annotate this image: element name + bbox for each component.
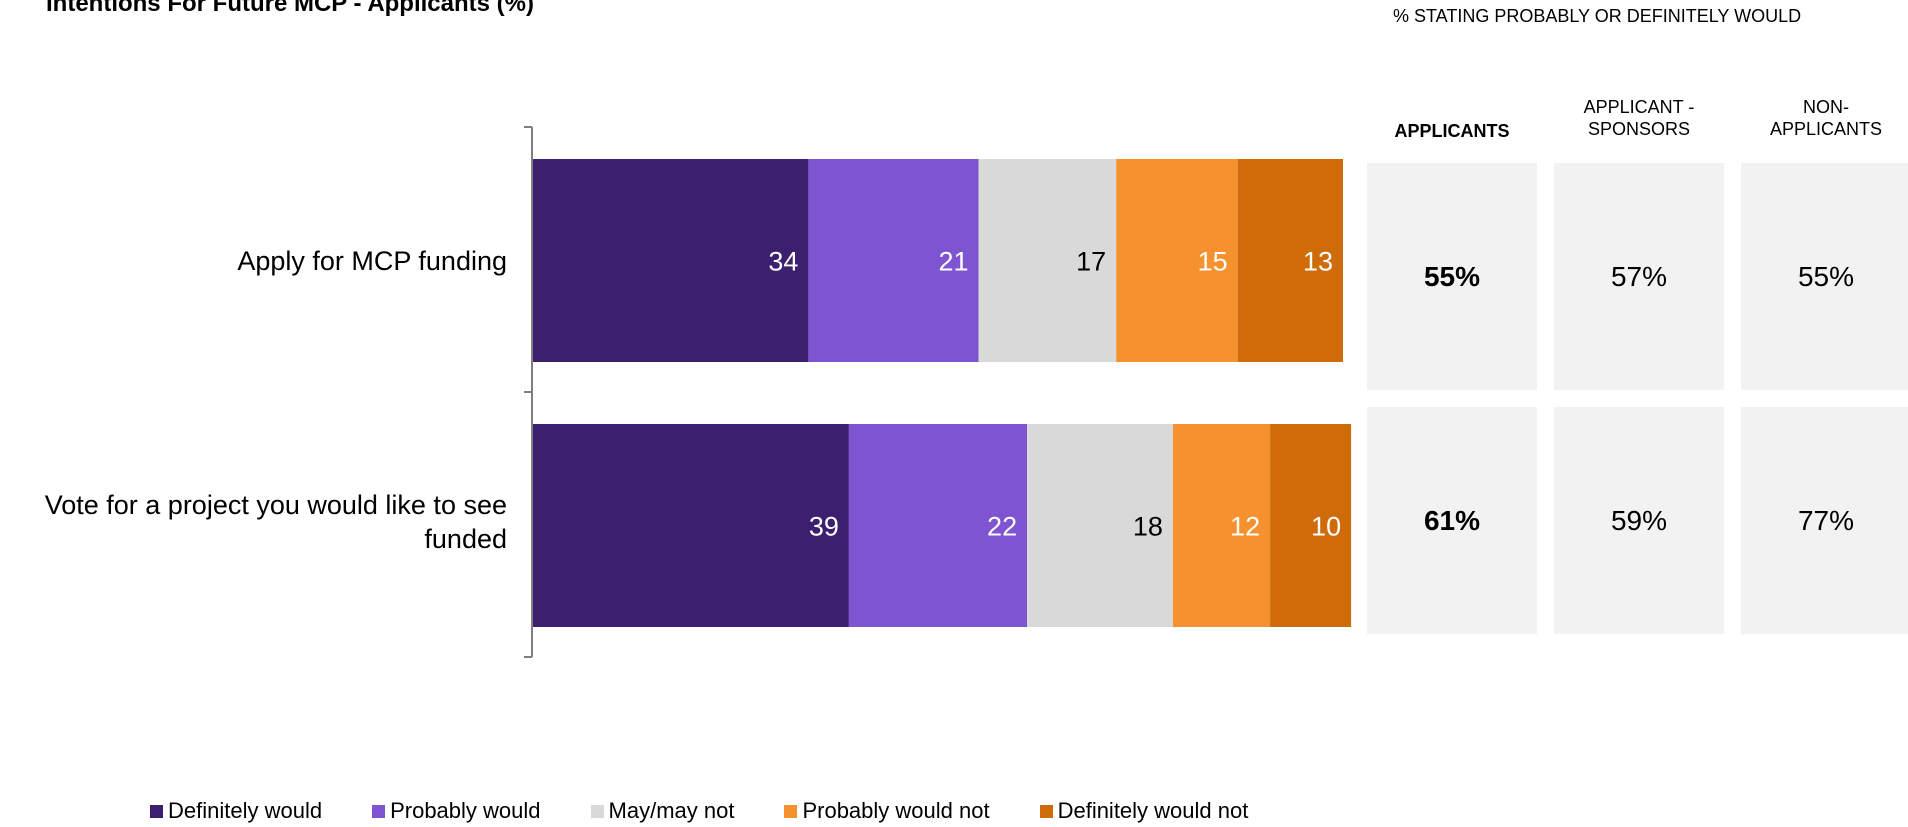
legend-item-definitely-would: Definitely would [150, 798, 322, 824]
bar-segment [533, 159, 809, 362]
bar-segment [1172, 424, 1271, 627]
bar-segment [1116, 159, 1238, 362]
bar-data-label: 10 [1311, 512, 1341, 542]
chart-legend: Definitely would Probably would May/may … [150, 798, 1298, 824]
cell-non-applicants-apply: 55% [1741, 163, 1908, 390]
bar-segment [1237, 159, 1343, 362]
cell-applicants-vote: 61% [1367, 407, 1537, 634]
panel-caption: % STATING PROBABLY OR DEFINITELY WOULD [1393, 6, 1802, 26]
bar-data-label: 12 [1230, 512, 1260, 542]
legend-label: May/may not [608, 798, 735, 823]
bar-segment [978, 159, 1117, 362]
legend-item-probably-would: Probably would [372, 798, 541, 824]
legend-swatch [784, 804, 798, 818]
legend-swatch [372, 804, 386, 818]
cell-sponsors-apply: 57% [1554, 163, 1724, 390]
bar-data-label: 13 [1303, 247, 1333, 277]
bar-data-label: 18 [1133, 512, 1163, 542]
col-header-applicants: APPLICANTS [1394, 121, 1510, 141]
bar-segment [808, 159, 979, 362]
legend-swatch [590, 804, 604, 818]
legend-item-may-may-not: May/may not [590, 798, 735, 824]
row-label-vote: Vote for a project you would like to see… [44, 490, 507, 554]
bar-segment [1270, 424, 1352, 627]
row-label-apply: Apply for MCP funding [237, 246, 507, 276]
legend-swatch [1039, 804, 1053, 818]
bar-segment [1027, 424, 1173, 627]
legend-item-definitely-would-not: Definitely would not [1039, 798, 1249, 824]
bar-segment [533, 424, 849, 627]
bar-segment [848, 424, 1028, 627]
cell-non-applicants-vote: 77% [1741, 407, 1908, 634]
legend-label: Probably would [390, 798, 541, 823]
col-header-applicant-sponsors: APPLICANT - SPONSORS [1583, 97, 1695, 139]
legend-label: Definitely would [168, 798, 323, 823]
bar-data-label: 17 [1076, 247, 1106, 277]
bar-data-label: 15 [1198, 247, 1228, 277]
bar-data-label: 21 [938, 247, 968, 277]
cell-applicants-apply: 55% [1367, 163, 1537, 390]
legend-label: Definitely would not [1057, 798, 1249, 823]
legend-label: Probably would not [802, 798, 990, 823]
legend-item-probably-would-not: Probably would not [784, 798, 990, 824]
bar-data-label: 22 [987, 512, 1017, 542]
legend-swatch [150, 804, 163, 818]
bar-data-label: 39 [809, 512, 839, 542]
bar-data-label: 34 [768, 247, 798, 277]
cell-sponsors-vote: 59% [1554, 407, 1724, 634]
col-header-non-applicants: NON- APPLICANTS [1769, 97, 1883, 139]
chart-title: Intentions For Future MCP - Applicants (… [46, 0, 534, 17]
